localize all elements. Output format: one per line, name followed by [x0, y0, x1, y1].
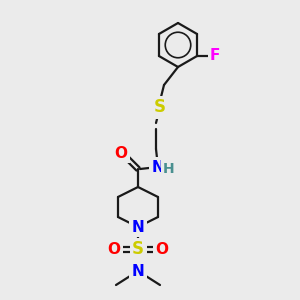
Text: H: H: [163, 162, 175, 176]
Text: N: N: [132, 263, 144, 278]
Text: S: S: [154, 98, 166, 116]
Text: S: S: [132, 240, 144, 258]
Text: O: O: [115, 146, 128, 160]
Text: N: N: [152, 160, 164, 175]
Text: O: O: [155, 242, 169, 256]
Text: N: N: [132, 220, 144, 235]
Text: F: F: [210, 49, 220, 64]
Text: O: O: [107, 242, 121, 256]
